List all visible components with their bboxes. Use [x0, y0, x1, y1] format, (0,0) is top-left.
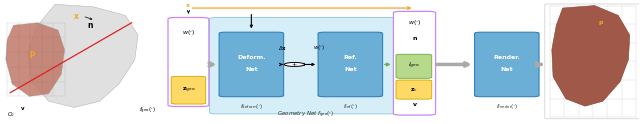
Text: $\mathbf{p}$: $\mathbf{p}$	[598, 19, 604, 27]
Text: Net: Net	[344, 67, 356, 72]
FancyBboxPatch shape	[396, 54, 432, 78]
FancyBboxPatch shape	[474, 32, 539, 97]
Text: $l_{\mathrm{geo}}$: $l_{\mathrm{geo}}$	[408, 61, 420, 71]
Text: $\mathbf{v}$: $\mathbf{v}$	[20, 105, 26, 112]
FancyBboxPatch shape	[396, 80, 432, 99]
Text: Ref.: Ref.	[344, 55, 357, 60]
Text: $+$: $+$	[291, 61, 298, 68]
FancyBboxPatch shape	[209, 17, 402, 114]
Text: $\mathbf{z}_{\mathrm{geo}}$: $\mathbf{z}_{\mathrm{geo}}$	[182, 86, 195, 95]
Text: $\mathbf{p}$: $\mathbf{p}$	[29, 49, 36, 60]
Polygon shape	[552, 6, 630, 106]
Text: $f_{\mathrm{ref}}(\cdot)$: $f_{\mathrm{ref}}(\cdot)$	[343, 102, 358, 111]
FancyBboxPatch shape	[318, 32, 383, 97]
Polygon shape	[6, 23, 65, 96]
Text: $\mathbf{x}$: $\mathbf{x}$	[186, 2, 191, 9]
Text: $\mathbf{z}_c$: $\mathbf{z}_c$	[410, 86, 418, 93]
Text: $\mathbf{n}$: $\mathbf{n}$	[86, 21, 93, 30]
Text: $\Delta\mathbf{x}$: $\Delta\mathbf{x}$	[278, 44, 287, 52]
Text: Deform.: Deform.	[237, 55, 266, 60]
Text: $w(\cdot)$: $w(\cdot)$	[182, 28, 195, 37]
FancyBboxPatch shape	[172, 76, 205, 104]
Text: Geometry Net $f_{\mathrm{geo}}(\cdot)$: Geometry Net $f_{\mathrm{geo}}(\cdot)$	[276, 109, 334, 120]
Circle shape	[284, 62, 305, 66]
FancyBboxPatch shape	[219, 32, 284, 97]
Text: $\mathbf{x}$: $\mathbf{x}$	[73, 12, 79, 21]
Text: $w(\cdot)$: $w(\cdot)$	[313, 43, 324, 52]
Text: Render.: Render.	[493, 55, 520, 60]
FancyBboxPatch shape	[545, 4, 640, 119]
Text: $\mathbf{n}$: $\mathbf{n}$	[412, 35, 417, 42]
Text: Net: Net	[500, 67, 513, 72]
Text: $C_0$: $C_0$	[7, 110, 15, 119]
Polygon shape	[28, 4, 138, 107]
Text: $f_{\mathrm{geo}}(\cdot)$: $f_{\mathrm{geo}}(\cdot)$	[139, 106, 156, 116]
FancyBboxPatch shape	[0, 4, 167, 119]
Text: $f_{\mathrm{render}}(\cdot)$: $f_{\mathrm{render}}(\cdot)$	[495, 102, 518, 111]
Text: $f_{\mathrm{deform}}(\cdot)$: $f_{\mathrm{deform}}(\cdot)$	[239, 102, 263, 111]
FancyBboxPatch shape	[168, 17, 209, 107]
Text: $\mathbf{v}$: $\mathbf{v}$	[412, 101, 417, 108]
Text: Net: Net	[245, 67, 258, 72]
Text: $w(\cdot)$: $w(\cdot)$	[408, 18, 421, 27]
FancyBboxPatch shape	[394, 11, 436, 115]
